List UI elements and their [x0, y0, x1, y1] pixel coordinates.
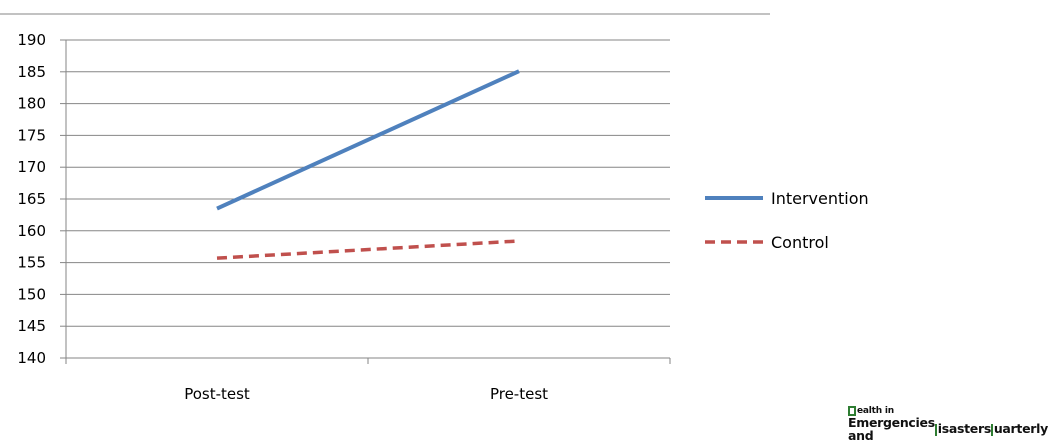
y-tick-label-180: 180	[17, 95, 46, 113]
journal-line2-text-a: Emergencies and	[848, 415, 935, 443]
y-tick-label-185: 185	[17, 63, 46, 81]
gridlines	[66, 39, 670, 359]
y-tick-label-170: 170	[17, 158, 46, 176]
journal-line2-text-c: uarterly	[993, 421, 1048, 437]
y-tick-label-145: 145	[17, 317, 46, 335]
journal-line2-text-b: isasters	[937, 421, 992, 437]
series-line-control	[216, 239, 520, 260]
y-tick-label-150: 150	[17, 285, 46, 303]
letter-d-icon	[934, 423, 937, 436]
x-axis: Post-test Pre-test	[65, 357, 671, 400]
legend-label-control: Control	[771, 233, 829, 252]
journal-logo-line2: Emergencies and isasters uarterly	[848, 415, 1048, 443]
letter-q-icon	[990, 423, 993, 436]
y-axis: 140 145 150 155 160 165 170 175 180 185 190	[17, 31, 67, 367]
journal-logo: ealth in Emergencies and isasters uarter…	[848, 406, 1048, 442]
legend: Intervention Control	[705, 189, 869, 252]
x-tick-label-0: Post-test	[184, 385, 250, 400]
y-tick-label-190: 190	[17, 31, 46, 49]
y-tick-label-165: 165	[17, 190, 46, 208]
x-tick-label-1: Pre-test	[490, 385, 548, 400]
y-tick-label-175: 175	[17, 126, 46, 144]
y-tick-label-140: 140	[17, 349, 46, 367]
y-tick-label-155: 155	[17, 254, 46, 272]
journal-line1-text: ealth in	[857, 405, 894, 416]
legend-label-intervention: Intervention	[771, 189, 869, 208]
journal-logo-line1: ealth in	[848, 406, 1048, 416]
series-line-intervention	[216, 69, 520, 211]
y-tick-label-160: 160	[17, 222, 46, 240]
line-chart: 140 145 150 155 160 165 170 175 180 185 190 Post-t…	[0, 13, 869, 400]
letter-h-icon	[848, 406, 856, 416]
series-group	[216, 69, 520, 260]
